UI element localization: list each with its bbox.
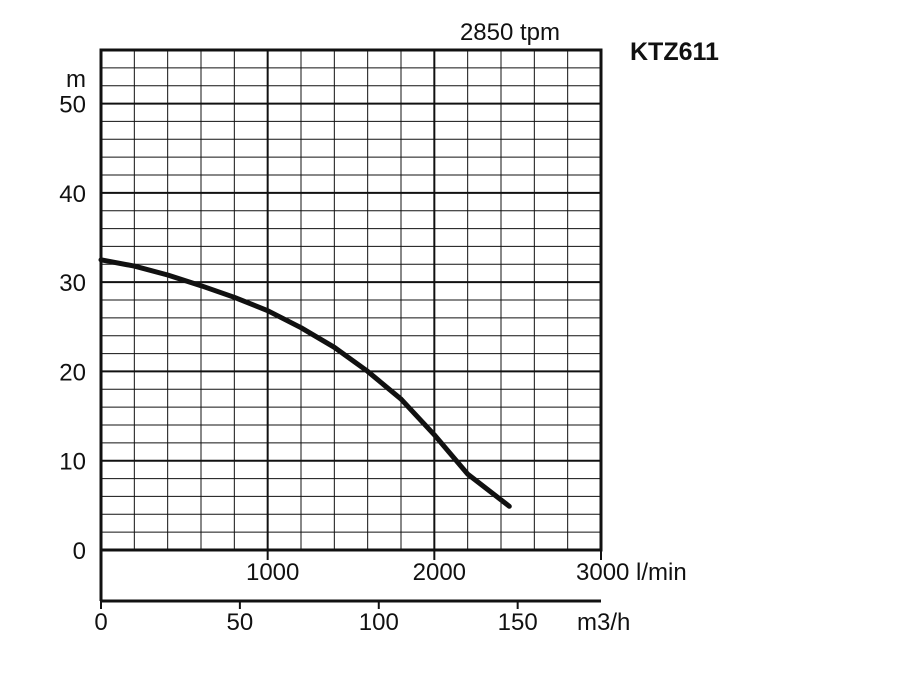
x-tick-label-m3h: 0: [94, 609, 107, 636]
speed-label: 2850 tpm: [460, 19, 560, 46]
x-tick-label-lmin: 2000: [413, 559, 466, 586]
x-tick-label-lmin: 1000: [246, 559, 299, 586]
model-title: KTZ611: [630, 38, 719, 66]
head-flow-curve: [98, 257, 512, 509]
x-tick-label-m3h: 150: [498, 609, 538, 636]
y-tick-label: 50: [59, 92, 86, 119]
x-tick-label-m3h: 100: [359, 609, 399, 636]
axis-ticks: [100, 550, 602, 609]
y-tick-label: 10: [59, 449, 86, 476]
y-tick-label: 20: [59, 359, 86, 386]
y-tick-label: 30: [59, 270, 86, 297]
y-tick-label: 0: [73, 538, 86, 565]
minor-gridlines: [101, 50, 601, 550]
axis-labels: 0 10 20 30 40 50 1000 2000 3000 l/min 0 50 100 150: [59, 92, 686, 636]
y-tick-label: 40: [59, 181, 86, 208]
x-axis-unit-m3h: m3/h: [577, 609, 630, 636]
y-axis-unit: m: [66, 66, 86, 93]
major-gridlines: [101, 50, 601, 550]
x-tick-label-lmin: 3000 l/min: [576, 559, 687, 586]
x-tick-label-m3h: 50: [227, 609, 254, 636]
